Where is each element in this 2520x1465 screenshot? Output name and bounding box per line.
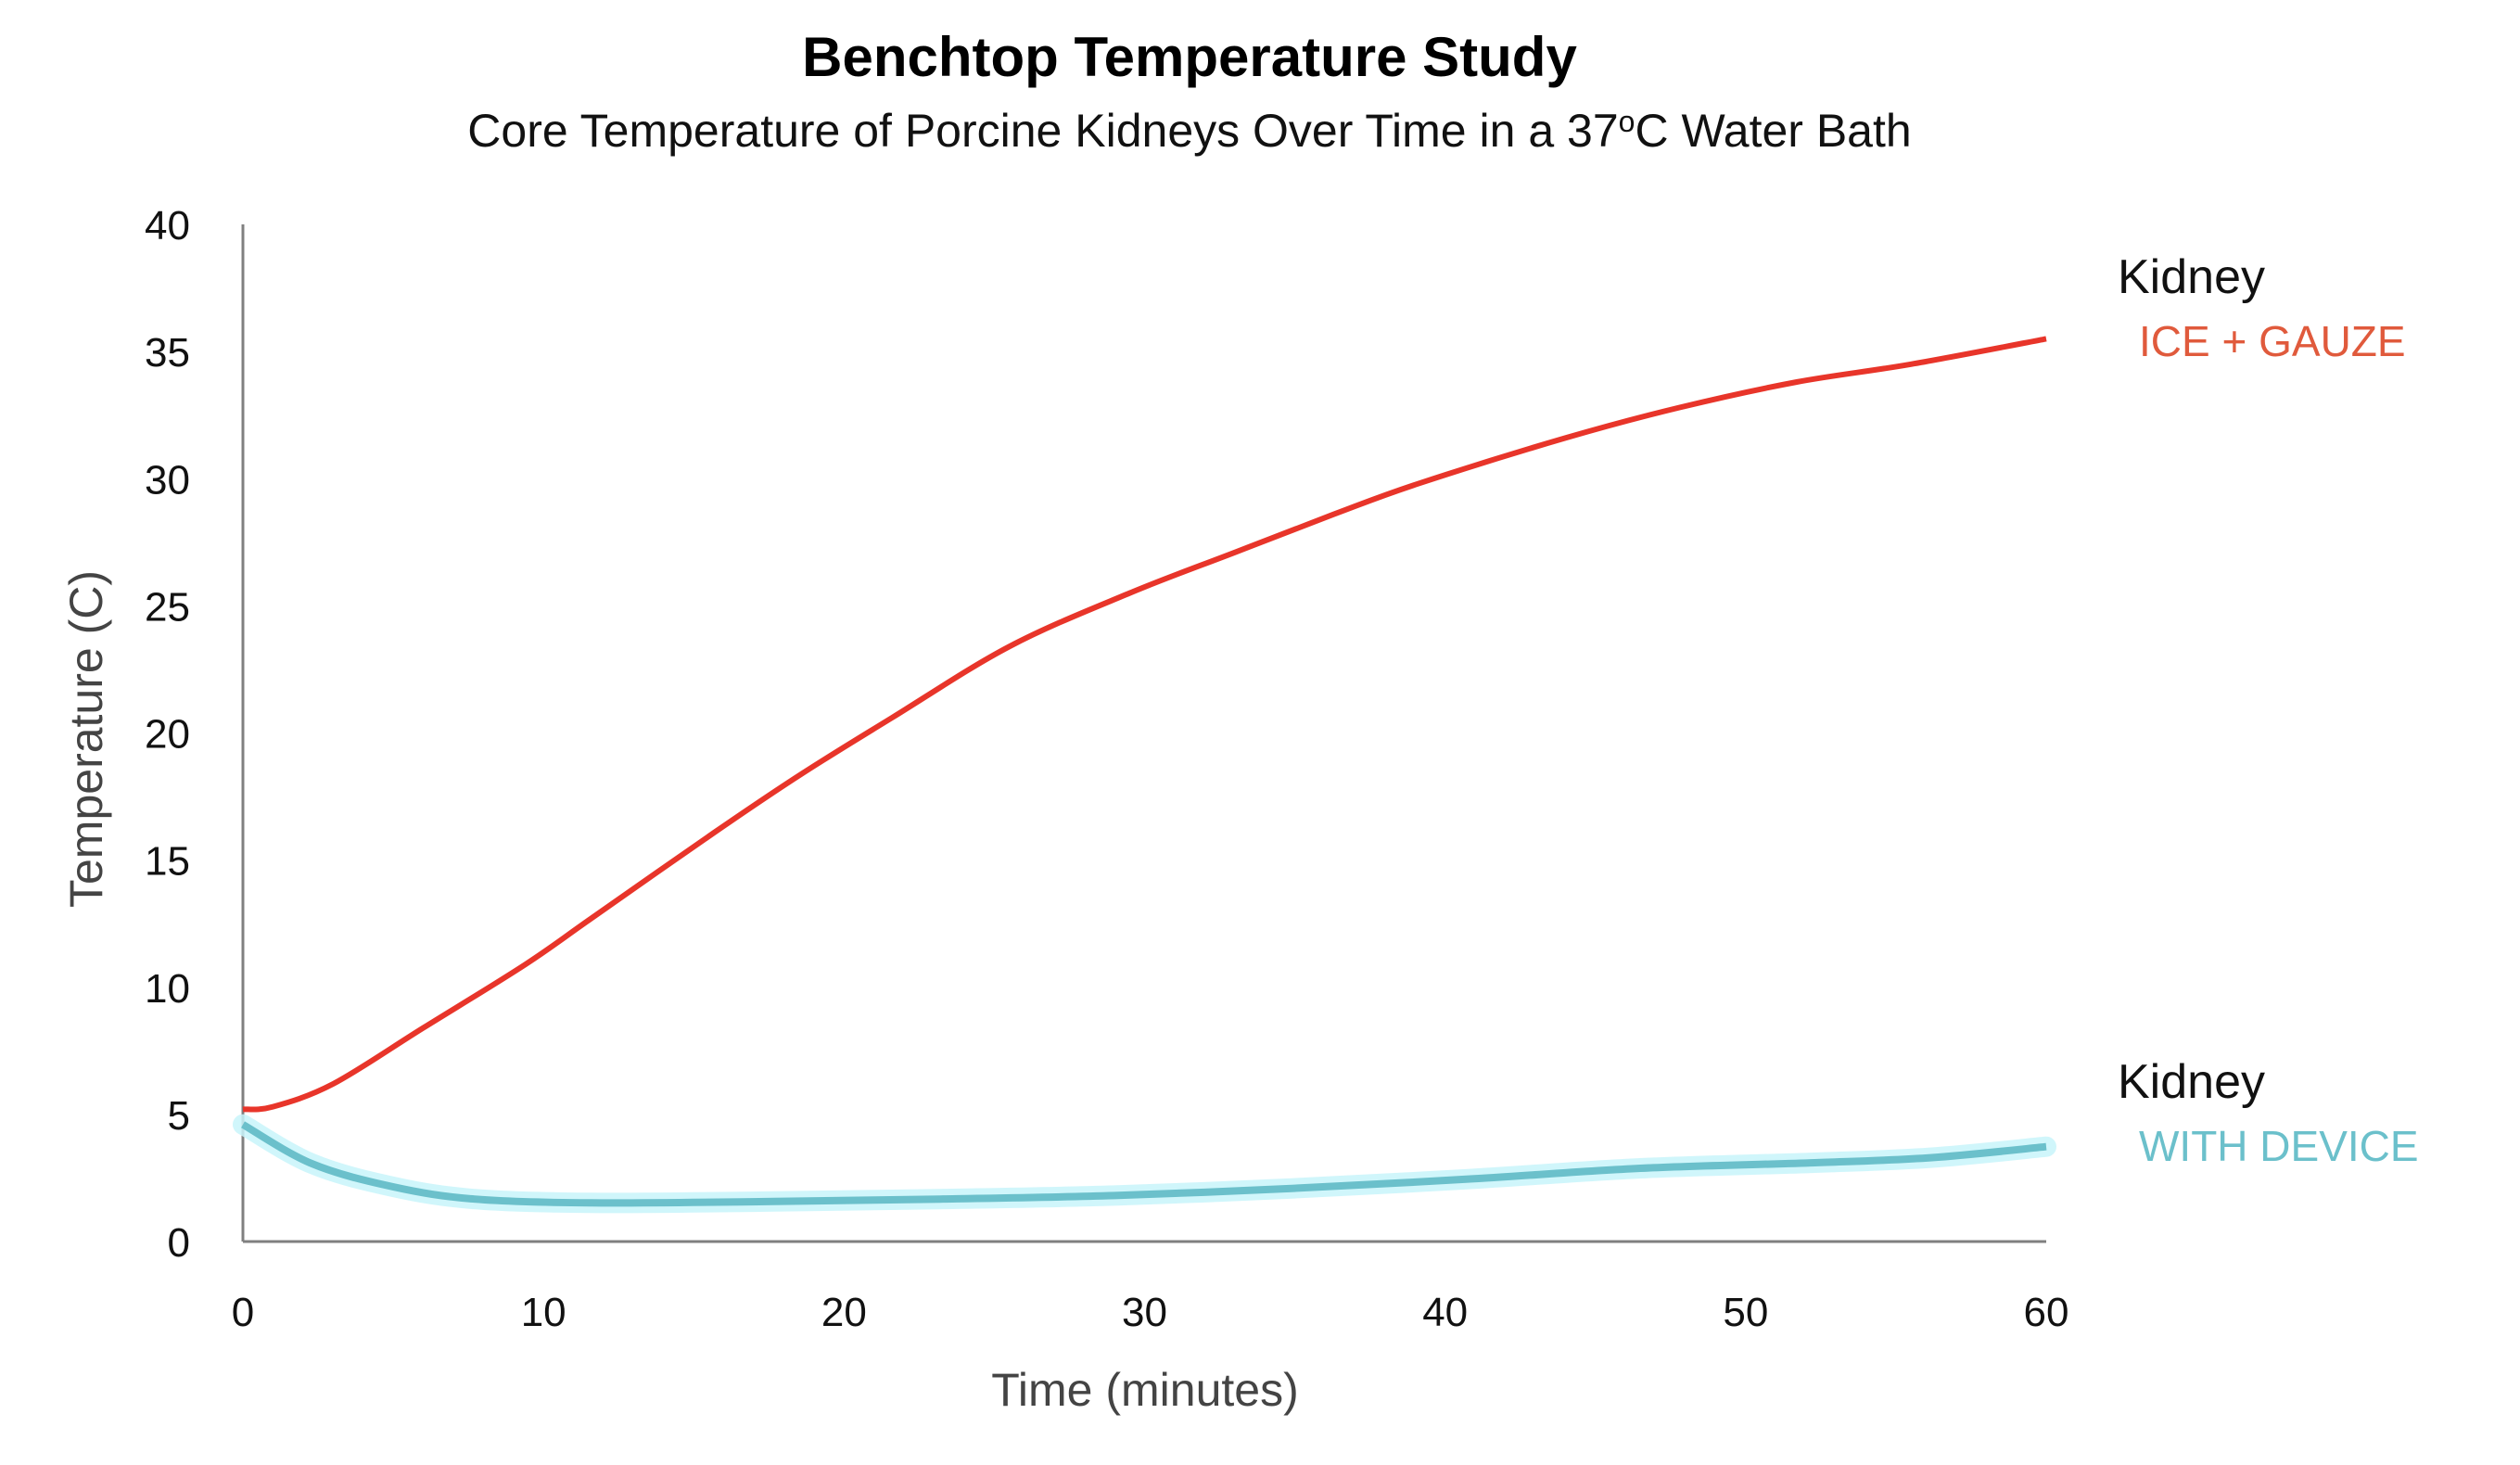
y-tick-labels: 0 5 10 15 20 25 30 35 40 [145,203,190,1266]
subtitle-superscript: o [1619,105,1635,138]
legend-ice-gauze-sub: ICE + GAUZE [2139,317,2406,365]
y-tick-label: 15 [145,839,190,885]
x-tick-label: 50 [1723,1290,1768,1335]
y-tick-label: 40 [145,203,190,248]
series-layer [233,336,2056,1214]
legend-ice-gauze-main: Kidney [2118,250,2265,304]
x-tick-labels: 0 10 20 30 40 50 60 [232,1290,2069,1335]
y-tick-label: 25 [145,584,190,630]
series-line-ice-gauze [242,336,2047,1113]
legend-with-device-main: Kidney [2118,1055,2265,1109]
subtitle-text-before: Core Temperature of Porcine Kidneys Over… [467,105,1618,157]
x-axis-title: Time (minutes) [991,1364,1299,1416]
legend-ice-gauze: Kidney ICE + GAUZE [2118,250,2406,365]
y-tick-label: 35 [145,330,190,376]
series-line-with-device [240,1121,2047,1207]
x-tick-label: 60 [2024,1290,2069,1335]
y-tick-label: 30 [145,457,190,503]
y-tick-label: 0 [168,1220,190,1266]
legend-with-device-sub: WITH DEVICE [2139,1122,2419,1170]
chart-subtitle: Core Temperature of Porcine Kidneys Over… [467,105,1911,157]
x-tick-label: 40 [1422,1290,1468,1335]
x-tick-label: 20 [821,1290,867,1335]
x-tick-label: 30 [1122,1290,1167,1335]
y-tick-label: 10 [145,966,190,1012]
x-tick-label: 0 [232,1290,254,1335]
y-axis-title: Temperature (C) [60,570,112,908]
subtitle-text-after: C Water Bath [1635,105,1911,157]
legend-with-device: Kidney WITH DEVICE [2118,1055,2419,1170]
y-tick-label: 20 [145,712,190,758]
x-tick-label: 10 [521,1290,566,1335]
chart-title: Benchtop Temperature Study [802,26,1577,88]
y-tick-label: 5 [168,1093,190,1139]
